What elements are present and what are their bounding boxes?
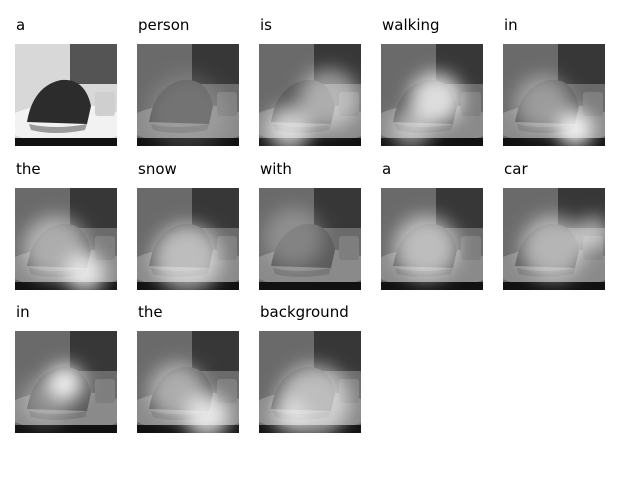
attention-map-image (15, 188, 117, 290)
attention-map-image (15, 44, 117, 146)
attention-map-image (381, 44, 483, 146)
attention-map-image (259, 188, 361, 290)
panel-word: in (504, 16, 518, 34)
panel-word: the (138, 303, 163, 321)
attention-map-image (503, 188, 605, 290)
panel-word: walking (382, 16, 440, 34)
panel-word: car (504, 160, 528, 178)
attention-map-image (259, 331, 361, 433)
panel-word: is (260, 16, 272, 34)
attention-map-image (259, 44, 361, 146)
attention-map-image (381, 188, 483, 290)
attention-map-image (137, 188, 239, 290)
panel-word: the (16, 160, 41, 178)
panel-word: person (138, 16, 190, 34)
panel-word: a (382, 160, 392, 178)
attention-map-image (137, 331, 239, 433)
panel-word: snow (138, 160, 177, 178)
panel-word: with (260, 160, 292, 178)
attention-map-image (15, 331, 117, 433)
attention-map-image (503, 44, 605, 146)
panel-word: in (16, 303, 30, 321)
panel-word: background (260, 303, 349, 321)
panel-word: a (16, 16, 26, 34)
attention-map-image (137, 44, 239, 146)
